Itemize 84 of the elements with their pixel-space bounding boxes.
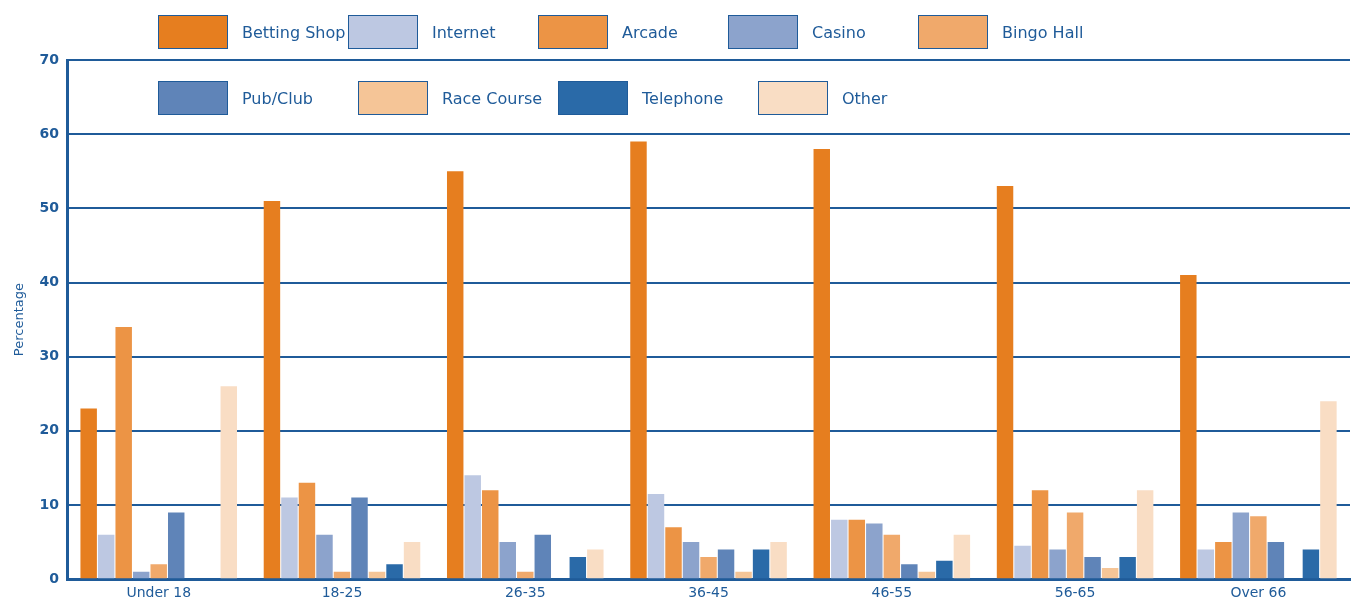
bar (717, 549, 735, 579)
bar (831, 519, 848, 579)
x-tick-label: 18-25 (321, 584, 363, 601)
bar (97, 534, 115, 579)
bar (1180, 275, 1197, 579)
bar (281, 497, 298, 579)
y-tick-label: 40 (39, 273, 60, 290)
bar (263, 200, 281, 579)
bar (1232, 512, 1250, 579)
x-tick-label: 26-35 (504, 584, 546, 601)
bar (1250, 516, 1267, 579)
y-tick-label: 70 (39, 50, 60, 67)
bar (1320, 401, 1337, 579)
bar (351, 497, 368, 579)
bar (1084, 556, 1101, 579)
bar (1101, 568, 1119, 579)
bar (630, 141, 647, 579)
bar (918, 571, 936, 579)
bar (1197, 549, 1215, 579)
y-tick-label: 60 (39, 124, 60, 141)
legend-label: Other (842, 88, 888, 108)
bar (316, 534, 333, 579)
bar (1014, 545, 1031, 579)
bar (1302, 549, 1320, 579)
bar (368, 571, 386, 579)
bar (168, 512, 185, 579)
x-tick-label: Under 18 (126, 584, 192, 601)
bar (482, 490, 499, 579)
bar (115, 327, 132, 579)
bar (1215, 542, 1232, 579)
bar (298, 482, 316, 579)
legend-label: Arcade (622, 22, 678, 42)
bar (770, 542, 787, 579)
bar (403, 542, 421, 579)
bar (1267, 542, 1285, 579)
bar (883, 534, 901, 579)
bar (220, 386, 237, 579)
legend-label: Telephone (642, 88, 724, 108)
bar (647, 493, 665, 579)
legend-label: Internet (432, 22, 496, 42)
bar (936, 560, 953, 579)
bar (587, 549, 604, 579)
x-tick-label: 56-65 (1054, 584, 1096, 601)
bar (446, 171, 464, 579)
bar (735, 571, 752, 579)
bar (386, 564, 403, 579)
y-tick-label: 20 (39, 421, 60, 438)
bar (1136, 490, 1154, 579)
bar (1119, 556, 1136, 579)
bar (1066, 512, 1084, 579)
x-tick-label: 36-45 (688, 584, 729, 601)
legend-label: Race Course (442, 88, 543, 108)
bar (132, 571, 150, 579)
x-tick-label: 46-55 (871, 584, 913, 601)
x-tick-label: Over 66 (1230, 584, 1287, 601)
bar (752, 549, 770, 579)
bar (1049, 549, 1066, 579)
bar (700, 556, 717, 579)
y-tick-label: 50 (39, 198, 60, 215)
bar (150, 564, 167, 579)
bar (682, 542, 700, 579)
bar (534, 534, 552, 579)
y-axis-title: Percentage (11, 283, 27, 357)
bar (848, 519, 866, 579)
bar (80, 408, 97, 579)
legend-label: Betting Shop (242, 22, 346, 42)
bar (1031, 490, 1049, 579)
bar (464, 475, 481, 579)
bar (333, 571, 351, 579)
bar (901, 564, 918, 579)
y-tick-label: 0 (49, 569, 60, 586)
bar (813, 149, 830, 579)
legend-label: Casino (812, 22, 866, 42)
bar (996, 186, 1014, 579)
bar (866, 523, 883, 579)
bar (569, 556, 587, 579)
bar (665, 527, 682, 579)
y-tick-label: 10 (39, 495, 60, 512)
legend-label: Pub/Club (242, 88, 313, 108)
bar (953, 534, 971, 579)
legend-label: Bingo Hall (1002, 22, 1084, 42)
y-tick-label: 30 (39, 347, 60, 364)
bar (499, 542, 516, 579)
bar (517, 571, 534, 579)
